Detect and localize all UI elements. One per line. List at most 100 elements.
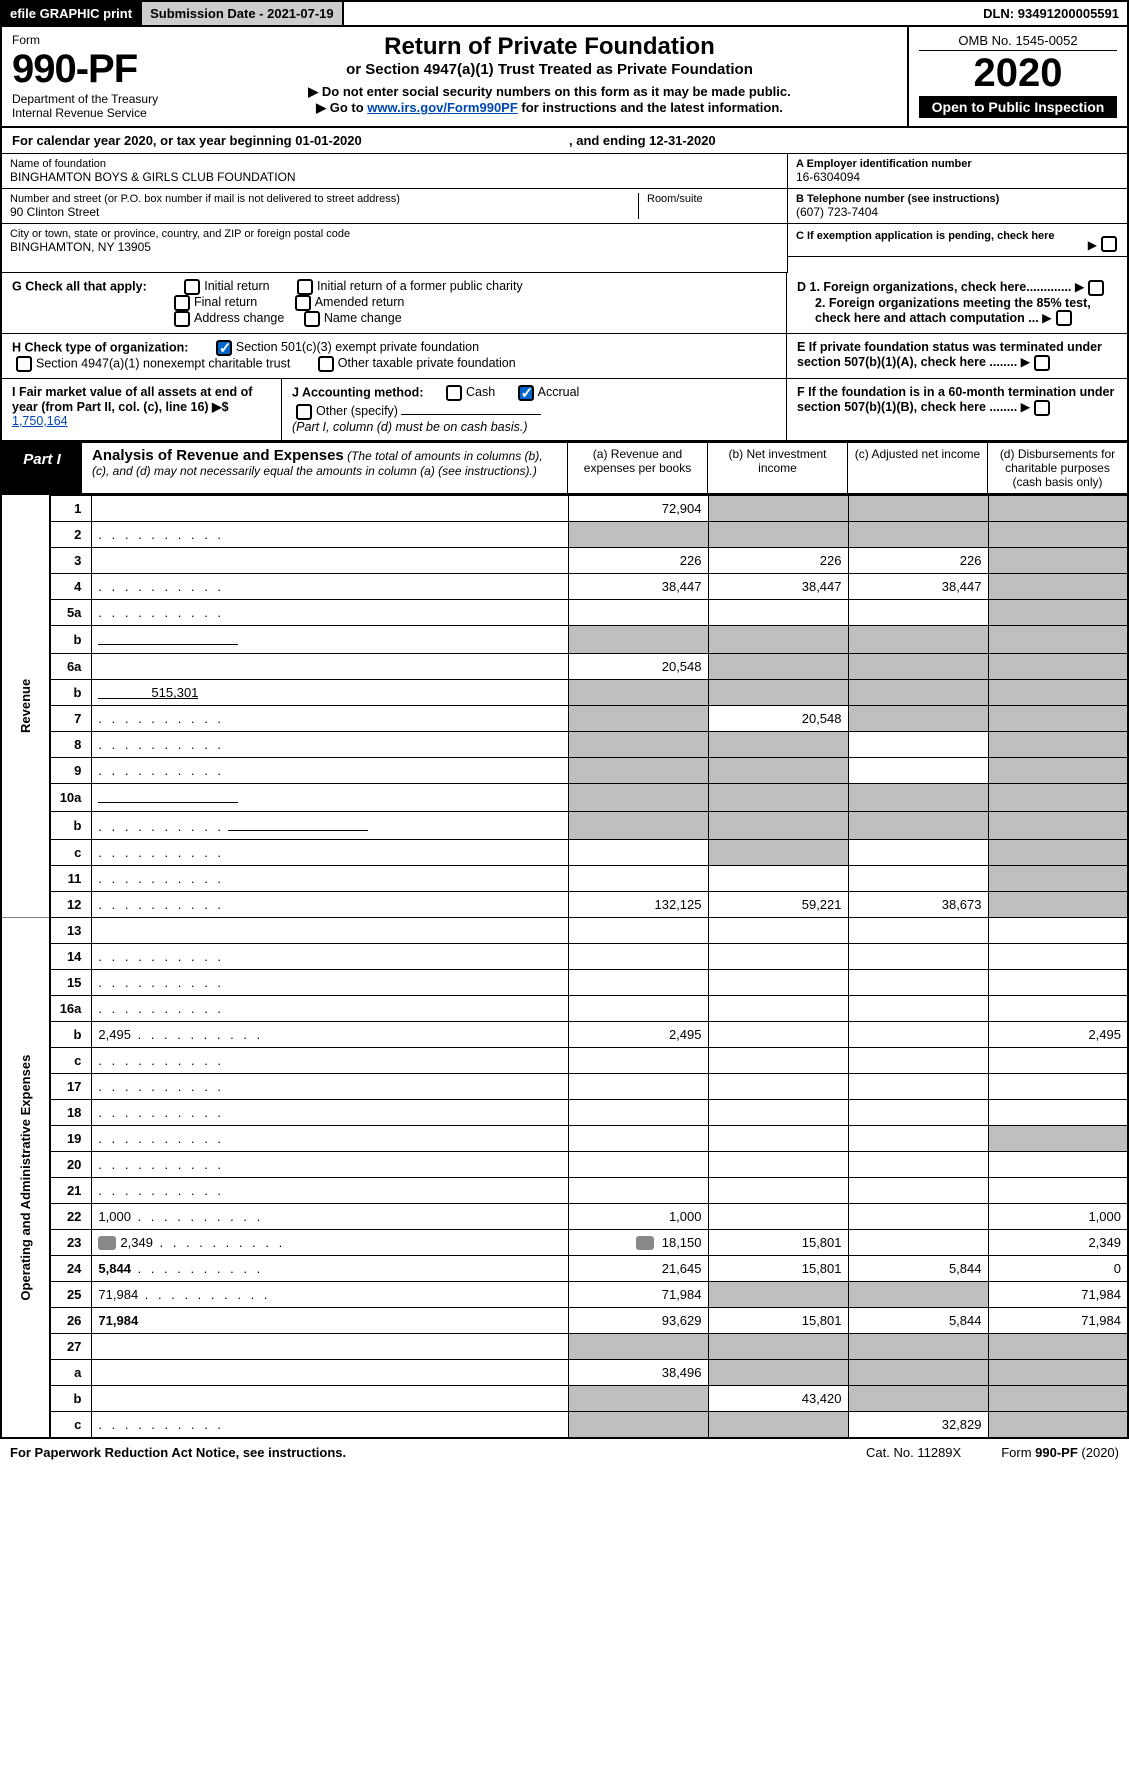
i-value[interactable]: 1,750,164 bbox=[12, 414, 68, 428]
table-row: c bbox=[1, 839, 1128, 865]
attachment-icon[interactable] bbox=[636, 1236, 654, 1250]
col-b-value bbox=[708, 1047, 848, 1073]
g-opt-4: Address change bbox=[194, 311, 284, 325]
g-amended-checkbox[interactable] bbox=[295, 295, 311, 311]
g-final-return-checkbox[interactable] bbox=[174, 295, 190, 311]
h-4947-checkbox[interactable] bbox=[16, 356, 32, 372]
col-a-value: 132,125 bbox=[568, 891, 708, 917]
g-address-change-checkbox[interactable] bbox=[174, 311, 190, 327]
line-description bbox=[92, 1386, 568, 1412]
line-description: 71,984 bbox=[92, 1282, 568, 1308]
line-number: 11 bbox=[50, 865, 92, 891]
checkbox-area: G Check all that apply: Initial return I… bbox=[0, 273, 1129, 442]
name-label: Name of foundation bbox=[10, 158, 779, 170]
g-opt-3: Amended return bbox=[315, 295, 405, 309]
col-c-value bbox=[848, 599, 988, 625]
g-initial-former-checkbox[interactable] bbox=[297, 279, 313, 295]
col-d-value: 2,495 bbox=[988, 1021, 1128, 1047]
col-a-value: 38,496 bbox=[568, 1360, 708, 1386]
h-opt-3: Other taxable private foundation bbox=[338, 356, 516, 370]
efile-print-button[interactable]: efile GRAPHIC print bbox=[2, 2, 142, 25]
col-c-value bbox=[848, 1047, 988, 1073]
line-description: 2,349 bbox=[92, 1229, 568, 1256]
col-d-value bbox=[988, 757, 1128, 783]
city-value: BINGHAMTON, NY 13905 bbox=[10, 240, 779, 254]
j-accrual-checkbox[interactable] bbox=[518, 385, 534, 401]
col-c-value bbox=[848, 653, 988, 679]
line-number: c bbox=[50, 1047, 92, 1073]
col-d-value bbox=[988, 495, 1128, 521]
part1-label: Part I bbox=[2, 443, 82, 493]
j-other: Other (specify) bbox=[316, 404, 398, 418]
table-row: 15 bbox=[1, 969, 1128, 995]
form-word: Form bbox=[12, 33, 182, 47]
col-a-value bbox=[568, 1125, 708, 1151]
goto-link[interactable]: www.irs.gov/Form990PF bbox=[367, 100, 518, 115]
d1-label: D 1. Foreign organizations, check here..… bbox=[797, 280, 1071, 294]
line-number: b bbox=[50, 1386, 92, 1412]
col-d-value: 71,984 bbox=[988, 1308, 1128, 1334]
col-a-value: 226 bbox=[568, 547, 708, 573]
j-cash: Cash bbox=[466, 385, 495, 399]
ein-label: A Employer identification number bbox=[796, 158, 1119, 170]
form-header: Form 990-PF Department of the Treasury I… bbox=[0, 27, 1129, 128]
col-c-value bbox=[848, 1386, 988, 1412]
col-a-value: 21,645 bbox=[568, 1256, 708, 1282]
submission-value: 2021-07-19 bbox=[267, 6, 334, 21]
e-checkbox[interactable] bbox=[1034, 355, 1050, 371]
col-a-value: 18,150 bbox=[568, 1229, 708, 1256]
col-b-value bbox=[708, 599, 848, 625]
g-name-change-checkbox[interactable] bbox=[304, 311, 320, 327]
form-number: 990-PF bbox=[12, 47, 182, 92]
line-description: 5,844 bbox=[92, 1256, 568, 1282]
d-section: D 1. Foreign organizations, check here..… bbox=[787, 273, 1127, 333]
col-a-value bbox=[568, 731, 708, 757]
d1-checkbox[interactable] bbox=[1088, 280, 1104, 296]
f-checkbox[interactable] bbox=[1034, 400, 1050, 416]
line-number: 1 bbox=[50, 495, 92, 521]
col-d-value: 71,984 bbox=[988, 1282, 1128, 1308]
d2-checkbox[interactable] bbox=[1056, 310, 1072, 326]
line-number: c bbox=[50, 1412, 92, 1438]
col-c-value bbox=[848, 1360, 988, 1386]
ij-section: I Fair market value of all assets at end… bbox=[2, 379, 787, 440]
table-row: 10a bbox=[1, 783, 1128, 811]
dln-value: 93491200005591 bbox=[1018, 6, 1119, 21]
col-c-value: 5,844 bbox=[848, 1308, 988, 1334]
c-checkbox[interactable] bbox=[1101, 236, 1117, 252]
col-b-value: 20,548 bbox=[708, 705, 848, 731]
f-section: F If the foundation is in a 60-month ter… bbox=[787, 379, 1127, 440]
form-year-block: OMB No. 1545-0052 2020 Open to Public In… bbox=[907, 27, 1127, 126]
attachment-icon[interactable] bbox=[98, 1236, 116, 1250]
line-description bbox=[92, 1412, 568, 1438]
col-d-value bbox=[988, 599, 1128, 625]
col-d-value bbox=[988, 1386, 1128, 1412]
table-row: a38,496 bbox=[1, 1360, 1128, 1386]
h-501c3-checkbox[interactable] bbox=[216, 340, 232, 356]
col-d-value bbox=[988, 839, 1128, 865]
col-b-value: 226 bbox=[708, 547, 848, 573]
col-c-value bbox=[848, 731, 988, 757]
h-label: H Check type of organization: bbox=[12, 340, 188, 354]
footer-left: For Paperwork Reduction Act Notice, see … bbox=[10, 1445, 346, 1460]
col-b-value bbox=[708, 1073, 848, 1099]
j-section: J Accounting method: Cash Accrual Other … bbox=[282, 379, 786, 440]
j-cash-checkbox[interactable] bbox=[446, 385, 462, 401]
dln-label: DLN: bbox=[983, 6, 1018, 21]
g-initial-return-checkbox[interactable] bbox=[184, 279, 200, 295]
col-c-value bbox=[848, 625, 988, 653]
col-a-value bbox=[568, 1099, 708, 1125]
table-row: 27 bbox=[1, 1334, 1128, 1360]
table-row: 2 bbox=[1, 521, 1128, 547]
col-d-value bbox=[988, 1334, 1128, 1360]
col-a-value: 71,984 bbox=[568, 1282, 708, 1308]
h-other-checkbox[interactable] bbox=[318, 356, 334, 372]
col-a-value bbox=[568, 943, 708, 969]
col-c-value: 5,844 bbox=[848, 1256, 988, 1282]
ein-cell: A Employer identification number 16-6304… bbox=[788, 154, 1127, 189]
g-opt-5: Name change bbox=[324, 311, 402, 325]
col-c-value bbox=[848, 1125, 988, 1151]
j-other-checkbox[interactable] bbox=[296, 404, 312, 420]
col-d-value: 1,000 bbox=[988, 1203, 1128, 1229]
col-a-value bbox=[568, 679, 708, 705]
